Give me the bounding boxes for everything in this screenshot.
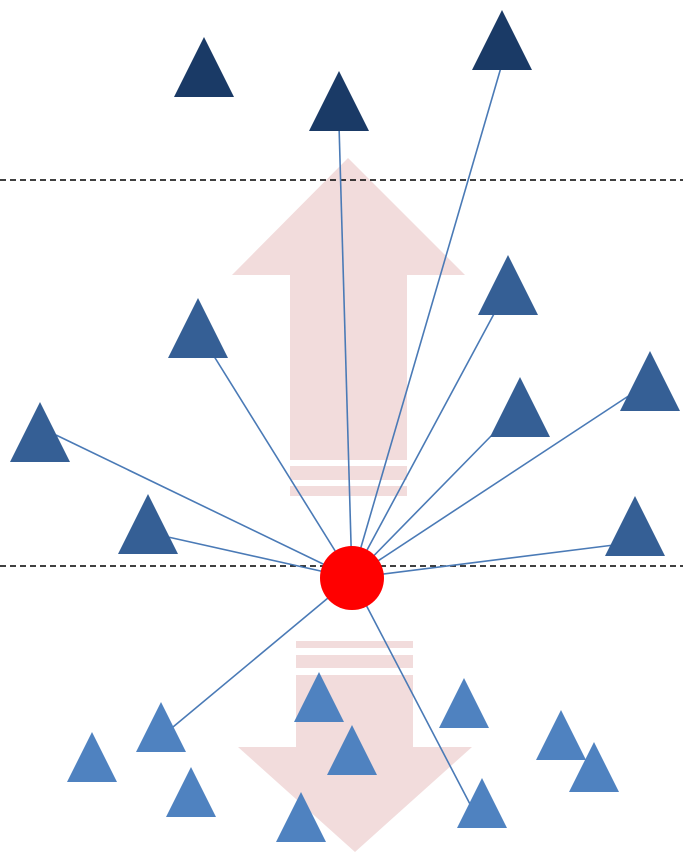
- triangle-marker: [536, 710, 586, 760]
- triangle-marker: [620, 351, 680, 411]
- triangle-marker: [327, 725, 377, 775]
- link-line: [351, 577, 472, 807]
- triangle-marker: [294, 672, 344, 722]
- triangle-marker: [118, 494, 178, 554]
- upward-arrow-stripe-2: [290, 486, 407, 496]
- link-line: [55, 434, 353, 579]
- downward-arrow-stripe-1: [296, 641, 413, 648]
- link-line: [351, 63, 503, 579]
- triangle-marker: [569, 742, 619, 792]
- link-line: [351, 544, 615, 579]
- link-line: [351, 394, 631, 579]
- link-line: [351, 311, 496, 579]
- bottom-band-triangles: [67, 672, 619, 842]
- triangle-marker: [168, 298, 228, 358]
- link-line: [172, 577, 353, 728]
- triangle-marker: [276, 792, 326, 842]
- link-line: [211, 352, 353, 579]
- triangle-marker: [490, 377, 550, 437]
- upward-arrow: [232, 158, 465, 496]
- triangle-marker: [136, 702, 186, 752]
- triangle-marker: [174, 37, 234, 97]
- triangle-marker: [439, 678, 489, 728]
- triangle-marker: [457, 778, 507, 828]
- top-band-triangles: [174, 10, 532, 131]
- upward-arrow-shape: [232, 158, 465, 460]
- triangle-marker: [67, 732, 117, 782]
- triangle-marker: [309, 71, 369, 131]
- triangle-marker: [605, 496, 665, 556]
- middle-band-triangles: [10, 255, 680, 556]
- center-node: [320, 546, 384, 610]
- triangle-marker: [472, 10, 532, 70]
- triangle-marker: [10, 402, 70, 462]
- link-line: [338, 124, 353, 579]
- downward-arrow-stripe-2: [296, 655, 413, 668]
- triangle-marker: [166, 767, 216, 817]
- triangle-marker: [478, 255, 538, 315]
- link-line: [351, 432, 495, 579]
